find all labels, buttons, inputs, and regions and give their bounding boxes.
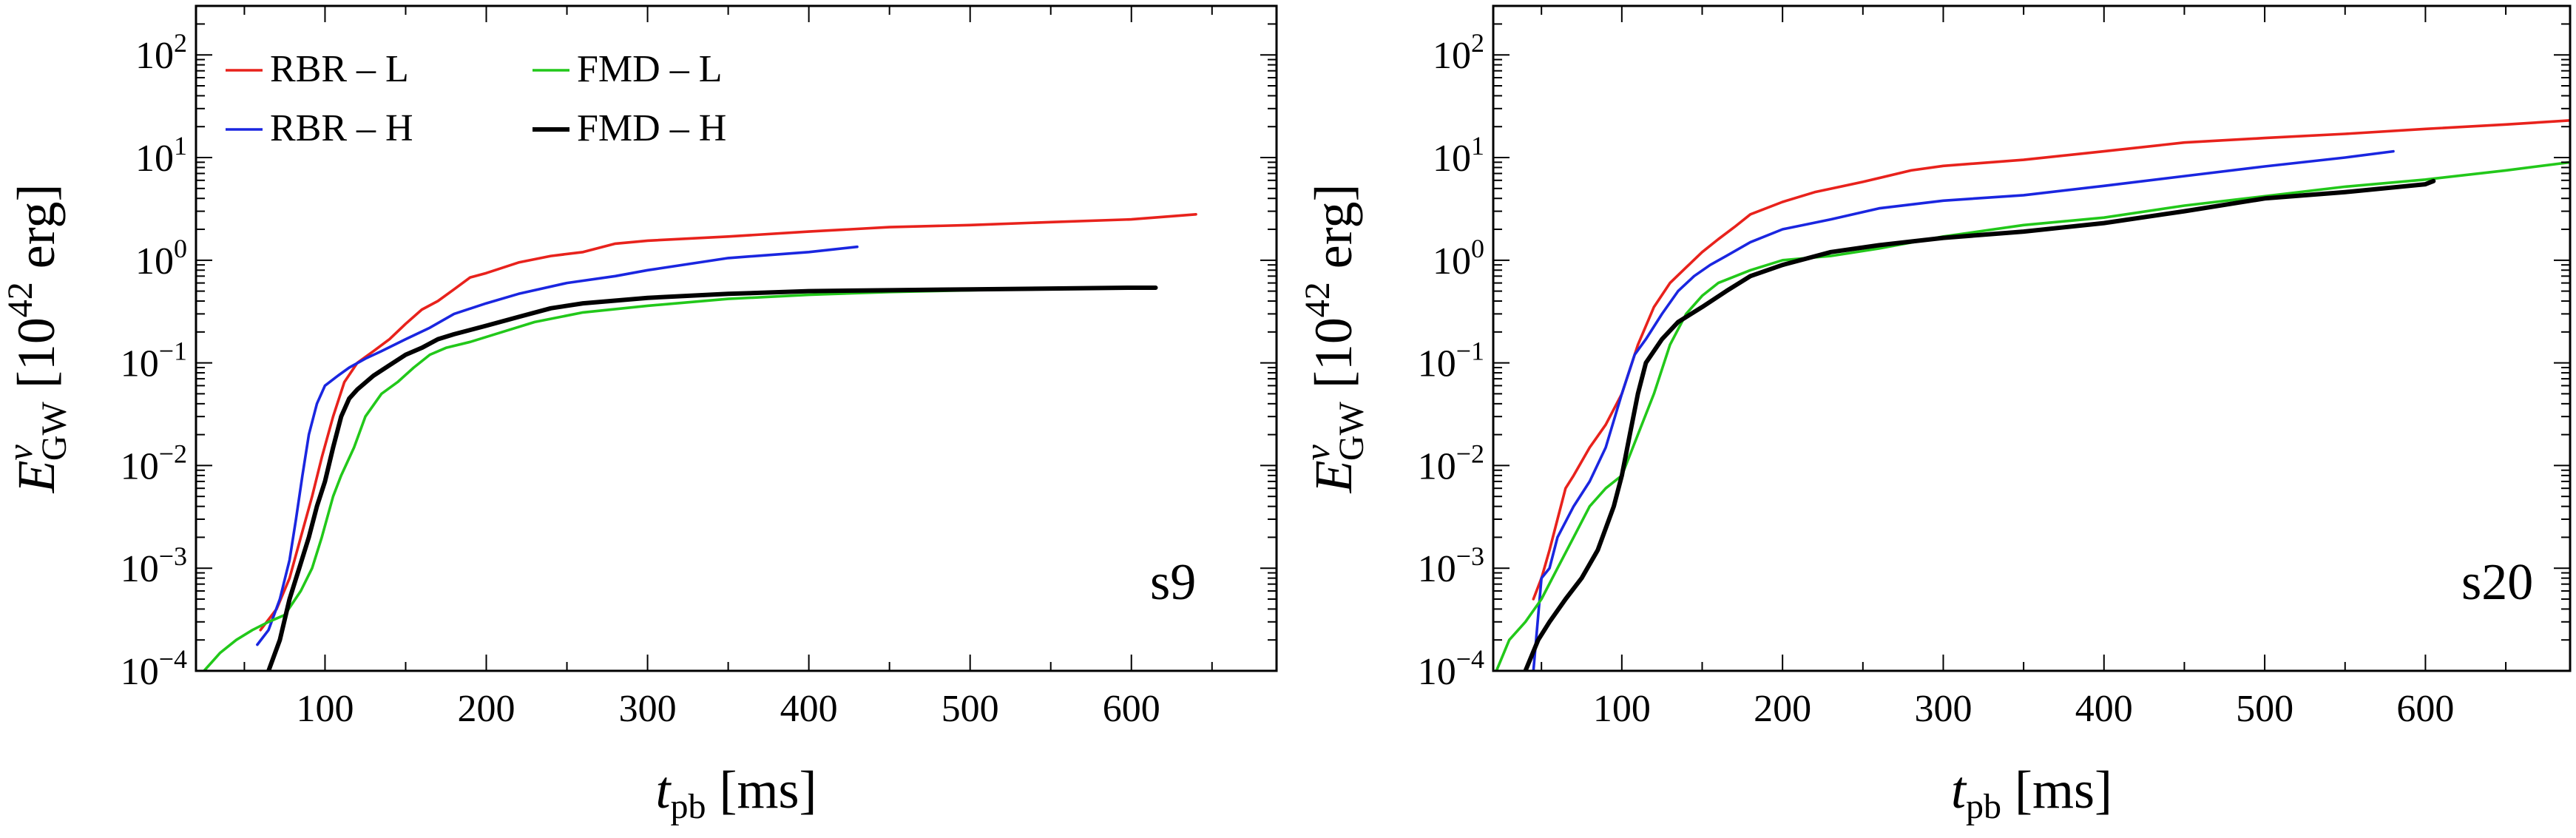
x-tick-label: 300 [1914, 688, 1972, 730]
legend-label: RBR – L [270, 48, 409, 90]
x-tick-label: 200 [1754, 688, 1811, 730]
x-tick-label: 100 [1593, 688, 1651, 730]
y-tick-label: 10−2 [121, 439, 187, 487]
x-tick-label: 400 [780, 688, 838, 730]
series-group [203, 212, 1197, 671]
y-tick-label: 10−4 [121, 644, 187, 693]
x-tick-label: 600 [2396, 688, 2454, 730]
series-line-fmd-l [1495, 160, 2570, 671]
legend-label: FMD – L [577, 48, 722, 90]
series-line-rbr-l [259, 212, 1197, 632]
x-tick-label: 500 [942, 688, 999, 730]
y-tick-label: 10−4 [1418, 644, 1484, 693]
x-axis-label: tpb [ms] [656, 760, 817, 826]
y-axis-label: EνGW [1042 erg] [1, 184, 74, 494]
legend-label: RBR – H [270, 107, 413, 149]
x-tick-label: 500 [2236, 688, 2293, 730]
series-line-fmd-h [266, 285, 1158, 671]
y-tick-label: 10−3 [121, 541, 187, 590]
x-tick-label: 600 [1103, 688, 1160, 730]
y-tick-label: 10−3 [1418, 541, 1484, 590]
y-tick-label: 102 [135, 28, 187, 77]
y-axis-label: EνGW [1042 erg] [1298, 184, 1371, 494]
x-axis-label: tpb [ms] [1951, 760, 2112, 826]
y-tick-label: 100 [1433, 234, 1484, 283]
series-line-rbr-h [1532, 149, 2395, 671]
panel-label: s9 [1150, 554, 1196, 611]
x-tick-label: 100 [296, 688, 354, 730]
series-line-fmd-h [1523, 178, 2436, 671]
y-tick-label: 102 [1433, 28, 1484, 77]
y-tick-label: 10−1 [121, 337, 187, 385]
series-line-rbr-l [1532, 119, 2570, 601]
panel-label: s20 [2461, 554, 2533, 611]
legend-item: RBR – L [226, 48, 409, 90]
plot-frame [195, 4, 1278, 672]
series-line-fmd-l [203, 285, 1133, 671]
legend-label: FMD – H [577, 107, 726, 149]
x-tick-label: 200 [458, 688, 515, 730]
x-tick-label: 400 [2075, 688, 2133, 730]
y-tick-label: 10−2 [1418, 439, 1484, 487]
chart-panel-s9: 100 200 300 400 500 600 10−4 10−3 10−2 10−1 100 101… [1, 4, 1278, 826]
y-tick-label: 10−1 [1418, 337, 1484, 385]
plot-frame [1492, 4, 2572, 672]
legend-item: RBR – H [226, 107, 413, 149]
legend-item: FMD – H [533, 107, 726, 149]
series-group [1495, 119, 2570, 671]
x-tick-label: 300 [619, 688, 677, 730]
legend-item: FMD – L [533, 48, 722, 90]
y-tick-label: 100 [135, 234, 187, 283]
legend: RBR – L RBR – H FMD – L FMD – H [226, 48, 726, 149]
y-tick-label: 101 [135, 131, 187, 180]
y-tick-label: 101 [1433, 131, 1484, 180]
chart-panel-s20: 100 200 300 400 500 600 10−4 10−3 10−2 10−1 100 101… [1298, 4, 2572, 826]
series-line-rbr-h [256, 245, 859, 646]
